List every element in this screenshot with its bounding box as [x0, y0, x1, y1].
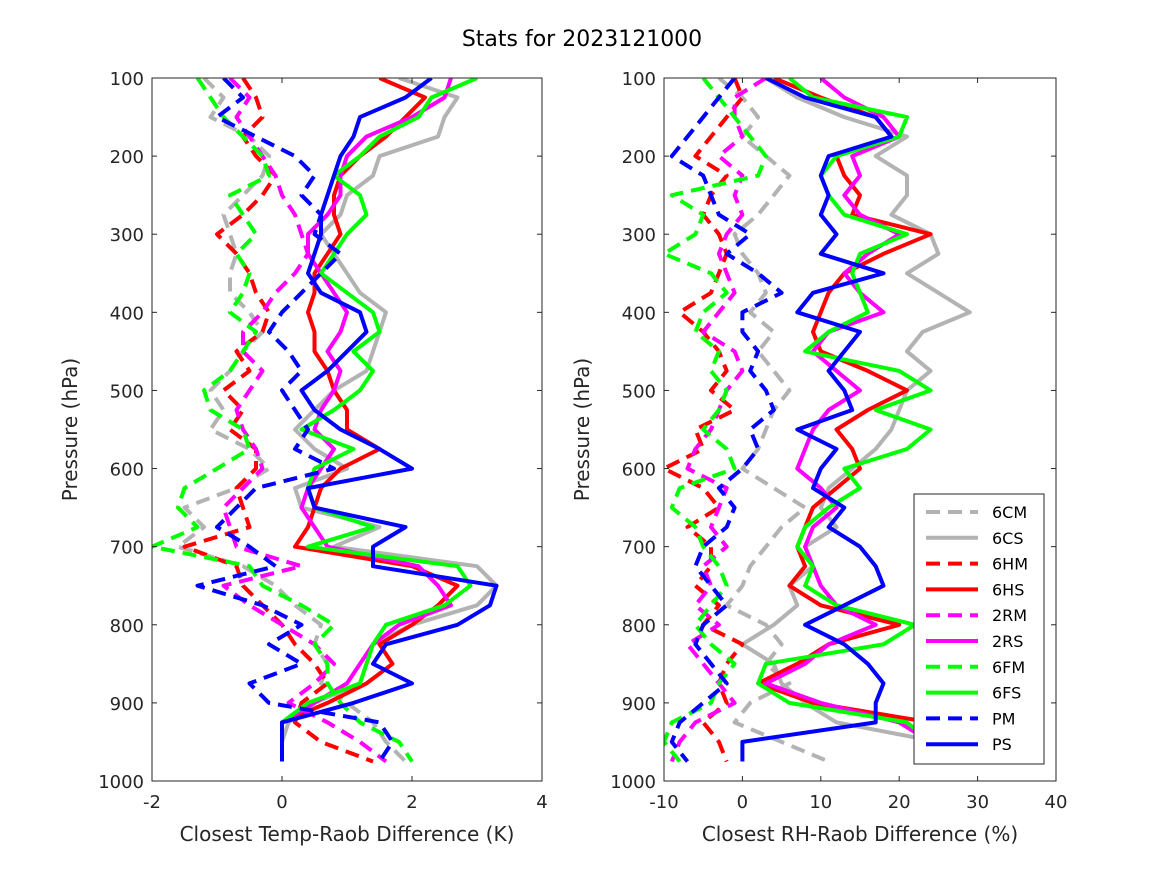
- series-line-6cm: [717, 78, 830, 764]
- legend-label-6cs: 6CS: [992, 529, 1024, 548]
- y-tick-label: 800: [110, 616, 144, 637]
- x-tick-label: 40: [1045, 792, 1068, 813]
- legend-label-2rm: 2RM: [992, 606, 1027, 625]
- axes-box: [151, 77, 543, 782]
- x-tick-label: 4: [536, 792, 547, 813]
- y-tick-label: 400: [110, 303, 144, 324]
- rh-difference-panel: -10 0 10 20 30 40 100 200 300 400 500 600 700 800 900 1…: [570, 69, 1067, 846]
- y-tick-label: 600: [110, 460, 144, 481]
- legend-label-pm: PM: [992, 709, 1015, 728]
- y-tick-label: 800: [622, 616, 656, 637]
- legend: 6CM 6CS 6HM 6HS 2RM 2RS 6FM 6FS PM PS: [913, 493, 1045, 765]
- x-tick-label: -2: [143, 792, 161, 813]
- series-line-6fm: [152, 78, 414, 763]
- series-line-ps: [280, 78, 499, 762]
- x-axis-label: Closest RH-Raob Difference (%): [702, 822, 1018, 846]
- y-tick-label: 500: [110, 381, 144, 402]
- y-tick-label: 100: [110, 69, 144, 90]
- plot-lines: [664, 78, 979, 764]
- y-tick-label: 1000: [98, 772, 144, 793]
- x-tick-label: -10: [649, 792, 678, 813]
- y-tick-label: 1000: [610, 772, 656, 793]
- series-line-6hm: [182, 78, 374, 764]
- y-tick-label: 400: [622, 303, 656, 324]
- x-tick-label: 0: [737, 792, 748, 813]
- series-line-pm: [669, 78, 784, 763]
- y-tick-label: 700: [110, 538, 144, 559]
- y-tick-label: 200: [622, 147, 656, 168]
- legend-label-2rs: 2RS: [992, 632, 1023, 651]
- x-tick-label: 0: [276, 792, 287, 813]
- legend-label-6hm: 6HM: [992, 555, 1028, 574]
- y-tick-label: 500: [622, 381, 656, 402]
- y-tick-label: 100: [622, 69, 656, 90]
- figure-title: Stats for 2023121000: [462, 27, 702, 52]
- x-tick-label: 10: [809, 792, 832, 813]
- series-line-ps: [740, 78, 894, 762]
- y-tick-label: 900: [622, 694, 656, 715]
- y-tick-label: 300: [622, 225, 656, 246]
- legend-label-6hs: 6HS: [992, 580, 1024, 599]
- legend-label-6fm: 6FM: [992, 658, 1025, 677]
- y-tick-label: 300: [110, 225, 144, 246]
- series-line-pm: [195, 78, 395, 763]
- plot-lines: [152, 78, 499, 764]
- y-tick-label: 700: [622, 538, 656, 559]
- y-axis-label: Pressure (hPa): [58, 358, 82, 501]
- y-tick-label: 600: [622, 460, 656, 481]
- legend-label-6cm: 6CM: [992, 503, 1027, 522]
- series-line-2rm: [669, 78, 767, 763]
- axes-box: [663, 77, 1057, 782]
- temp-difference-panel: -2 0 2 4 100 200 300 400 500 600 700 800 900 1000 Clos…: [58, 69, 548, 846]
- legend-box: [913, 493, 1045, 765]
- x-axis-label: Closest Temp-Raob Difference (K): [180, 822, 515, 846]
- series-line-6fs: [280, 78, 478, 762]
- y-tick-label: 200: [110, 147, 144, 168]
- series-line-6fm: [664, 78, 768, 763]
- legend-label-6fs: 6FS: [992, 684, 1021, 703]
- x-tick-label: 30: [966, 792, 989, 813]
- legend-label-ps: PS: [992, 735, 1012, 754]
- series-line-6cs: [740, 78, 979, 764]
- x-tick-label: 2: [406, 792, 417, 813]
- y-axis-label: Pressure (hPa): [570, 358, 594, 501]
- x-tick-label: 20: [888, 792, 911, 813]
- y-tick-label: 900: [110, 694, 144, 715]
